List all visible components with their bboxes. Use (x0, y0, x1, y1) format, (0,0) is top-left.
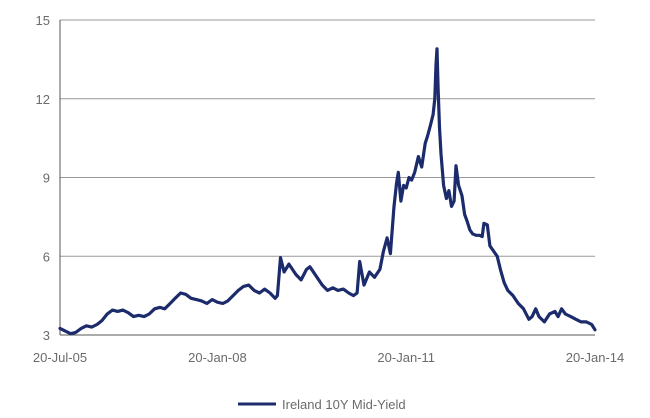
x-tick-label: 20-Jan-14 (566, 350, 625, 365)
y-tick-label: 15 (36, 13, 50, 28)
y-tick-label: 12 (36, 92, 50, 107)
y-tick-label: 9 (43, 171, 50, 186)
legend: Ireland 10Y Mid-Yield (238, 397, 406, 412)
x-tick-label: 20-Jan-08 (188, 350, 247, 365)
series-line-ireland-10y (58, 47, 597, 336)
y-axis-tick-labels: 3 6 9 12 15 (36, 13, 50, 343)
x-tick-label: 20-Jan-11 (377, 350, 435, 365)
x-tick-label: 20-Jul-05 (33, 350, 87, 365)
y-tick-label: 3 (43, 328, 50, 343)
gridlines (60, 19, 595, 257)
y-tick-label: 6 (43, 249, 50, 264)
legend-label: Ireland 10Y Mid-Yield (282, 397, 406, 412)
x-axis-tick-labels: 20-Jul-05 20-Jan-08 20-Jan-11 20-Jan-14 (33, 350, 624, 365)
